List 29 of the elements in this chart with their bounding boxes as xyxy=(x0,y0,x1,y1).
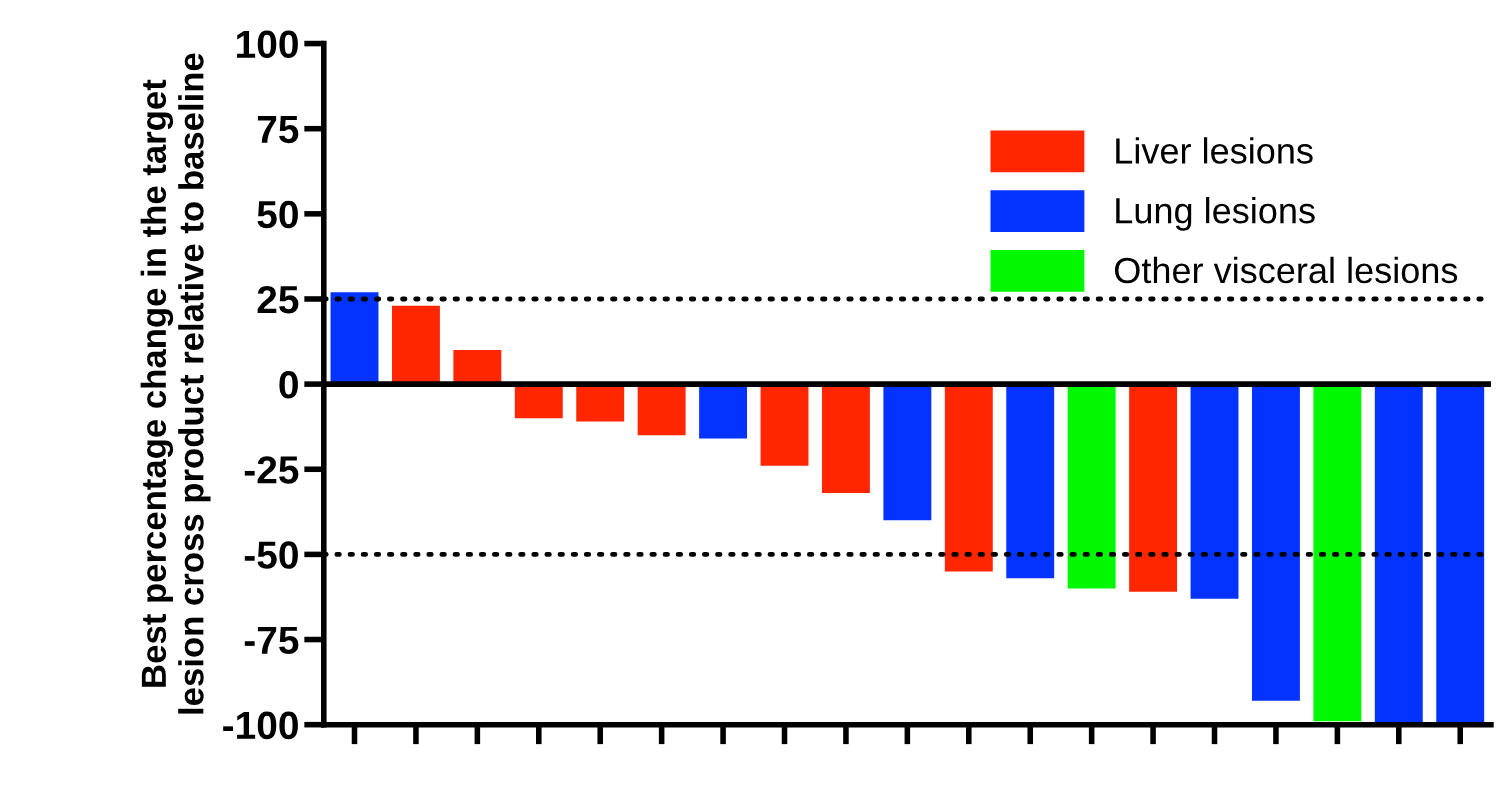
bar xyxy=(514,384,563,419)
bar xyxy=(1190,384,1239,599)
y-tick-label: 25 xyxy=(257,285,299,314)
bar xyxy=(1313,384,1362,722)
bar xyxy=(637,384,686,436)
y-tick-label: -100 xyxy=(223,711,298,740)
legend-label: Lung lesions xyxy=(1116,197,1315,231)
bar xyxy=(760,384,809,466)
y-tick-label: 75 xyxy=(257,116,299,144)
y-tick-label: 100 xyxy=(237,30,298,59)
bar xyxy=(821,384,870,494)
legend-label: Other visceral lesions xyxy=(1114,256,1458,284)
y-tick-label: 0 xyxy=(279,371,298,399)
y-tick-label: 50 xyxy=(257,200,298,229)
bar xyxy=(1436,384,1485,725)
bar xyxy=(1129,384,1178,592)
bar xyxy=(1251,384,1300,701)
legend-label: Liver lesions xyxy=(1116,137,1313,164)
y-tick-label: -75 xyxy=(244,626,299,655)
bar xyxy=(1374,384,1423,725)
bar xyxy=(576,384,625,422)
bar xyxy=(1006,384,1055,579)
bar xyxy=(1067,384,1116,589)
y-tick-label: -25 xyxy=(244,456,299,484)
bar xyxy=(944,384,993,572)
y-tick-label: -50 xyxy=(244,541,298,569)
y-axis-title: Best percentage change in the target lesion cross product relative to baseline xyxy=(140,53,211,714)
bar xyxy=(699,384,748,439)
bar xyxy=(883,384,932,521)
